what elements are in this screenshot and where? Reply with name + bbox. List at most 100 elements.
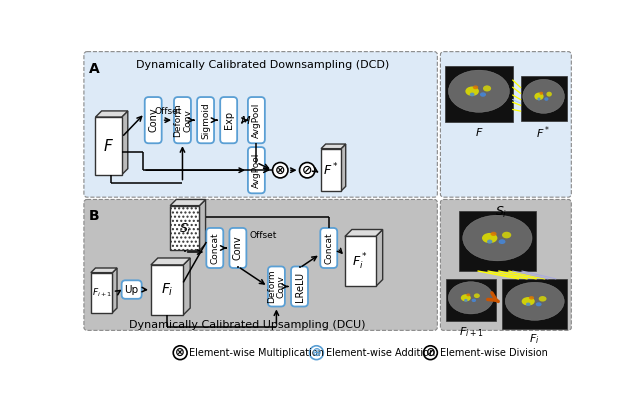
Ellipse shape — [448, 282, 493, 314]
Polygon shape — [183, 258, 190, 315]
Polygon shape — [113, 268, 117, 313]
Bar — [520, 76, 566, 121]
Text: LReLU: LReLU — [294, 271, 305, 302]
Text: A: A — [88, 62, 99, 76]
Text: $S_i$: $S_i$ — [495, 205, 508, 220]
Ellipse shape — [482, 233, 497, 243]
Text: Deform
Conv: Deform Conv — [267, 270, 286, 303]
Text: Dynamically Calibrated Downsampling (DCD): Dynamically Calibrated Downsampling (DCD… — [136, 60, 389, 70]
Text: B: B — [88, 210, 99, 224]
Text: $F_i$: $F_i$ — [529, 332, 540, 346]
Bar — [151, 265, 183, 315]
Polygon shape — [200, 199, 205, 250]
FancyBboxPatch shape — [220, 97, 237, 143]
Circle shape — [300, 162, 315, 178]
Ellipse shape — [540, 92, 543, 95]
Bar — [95, 117, 122, 175]
Polygon shape — [91, 268, 117, 272]
Ellipse shape — [490, 232, 497, 236]
Bar — [446, 279, 496, 321]
Ellipse shape — [522, 297, 535, 305]
Ellipse shape — [534, 92, 543, 100]
Text: Exp: Exp — [223, 111, 234, 129]
Polygon shape — [95, 111, 128, 117]
Text: Element-wise Addition: Element-wise Addition — [326, 348, 435, 358]
FancyBboxPatch shape — [248, 97, 265, 143]
FancyBboxPatch shape — [145, 97, 162, 143]
FancyBboxPatch shape — [230, 228, 246, 268]
Text: Conv: Conv — [148, 108, 158, 132]
FancyBboxPatch shape — [206, 228, 223, 268]
Ellipse shape — [526, 302, 531, 306]
Ellipse shape — [523, 79, 564, 113]
Text: ⊗: ⊗ — [275, 164, 285, 177]
Text: Sigmoid: Sigmoid — [201, 102, 210, 139]
Ellipse shape — [483, 85, 491, 92]
FancyBboxPatch shape — [291, 266, 308, 307]
FancyBboxPatch shape — [440, 199, 572, 330]
Polygon shape — [151, 258, 190, 265]
Text: Element-wise Multiplication: Element-wise Multiplication — [189, 348, 324, 358]
Ellipse shape — [474, 293, 480, 298]
FancyBboxPatch shape — [248, 147, 265, 193]
Text: $F$: $F$ — [475, 125, 483, 138]
Text: $F_i$: $F_i$ — [161, 282, 173, 298]
Text: Offset: Offset — [154, 106, 182, 115]
Text: AvgPool: AvgPool — [252, 152, 261, 188]
Text: $F^*$: $F^*$ — [536, 125, 551, 141]
Circle shape — [173, 346, 187, 360]
Ellipse shape — [464, 299, 468, 302]
Text: ⊗: ⊗ — [175, 346, 185, 359]
Text: ⊘: ⊘ — [302, 164, 312, 177]
Circle shape — [273, 162, 288, 178]
Text: $F_{i+1}$: $F_{i+1}$ — [92, 286, 112, 299]
Ellipse shape — [463, 215, 532, 261]
Ellipse shape — [470, 92, 474, 97]
Text: ⊕: ⊕ — [312, 346, 321, 359]
Polygon shape — [170, 199, 205, 206]
Ellipse shape — [467, 293, 470, 296]
Text: Concat: Concat — [324, 232, 333, 264]
Text: Conv: Conv — [233, 236, 243, 260]
Text: Deform
Conv: Deform Conv — [173, 103, 192, 137]
FancyBboxPatch shape — [84, 199, 437, 330]
Bar — [445, 66, 513, 122]
FancyBboxPatch shape — [84, 52, 437, 197]
Bar — [91, 272, 113, 313]
Text: ⊘: ⊘ — [426, 346, 435, 359]
Text: $S_i$: $S_i$ — [179, 222, 191, 237]
Text: $F$: $F$ — [103, 138, 114, 154]
Text: $F_{i+1}$: $F_{i+1}$ — [459, 325, 483, 339]
Ellipse shape — [487, 240, 492, 244]
Polygon shape — [122, 111, 128, 175]
Ellipse shape — [502, 232, 511, 238]
Text: Offset: Offset — [250, 231, 277, 240]
Bar — [345, 236, 376, 286]
Polygon shape — [321, 144, 346, 149]
Ellipse shape — [461, 294, 471, 301]
FancyBboxPatch shape — [440, 52, 572, 197]
Text: $M$: $M$ — [240, 114, 252, 126]
Polygon shape — [341, 144, 346, 191]
Text: AvgPool: AvgPool — [252, 102, 261, 138]
FancyBboxPatch shape — [122, 280, 141, 299]
Text: Dynamically Calibrated Upsampling (DCU): Dynamically Calibrated Upsampling (DCU) — [129, 320, 365, 330]
Ellipse shape — [506, 282, 564, 320]
Ellipse shape — [538, 97, 541, 101]
Text: Concat: Concat — [211, 232, 220, 264]
Text: $F_i^*$: $F_i^*$ — [353, 251, 368, 272]
Ellipse shape — [529, 296, 534, 300]
Polygon shape — [345, 229, 383, 236]
Text: Up: Up — [125, 284, 139, 295]
Bar — [170, 206, 200, 250]
Ellipse shape — [547, 92, 552, 97]
Bar — [459, 211, 536, 271]
Ellipse shape — [536, 302, 541, 306]
Ellipse shape — [472, 299, 476, 302]
Circle shape — [424, 346, 437, 360]
Bar — [321, 149, 341, 191]
Ellipse shape — [465, 86, 479, 96]
FancyBboxPatch shape — [197, 97, 214, 143]
Text: $F^*$: $F^*$ — [323, 162, 339, 178]
FancyBboxPatch shape — [320, 228, 337, 268]
